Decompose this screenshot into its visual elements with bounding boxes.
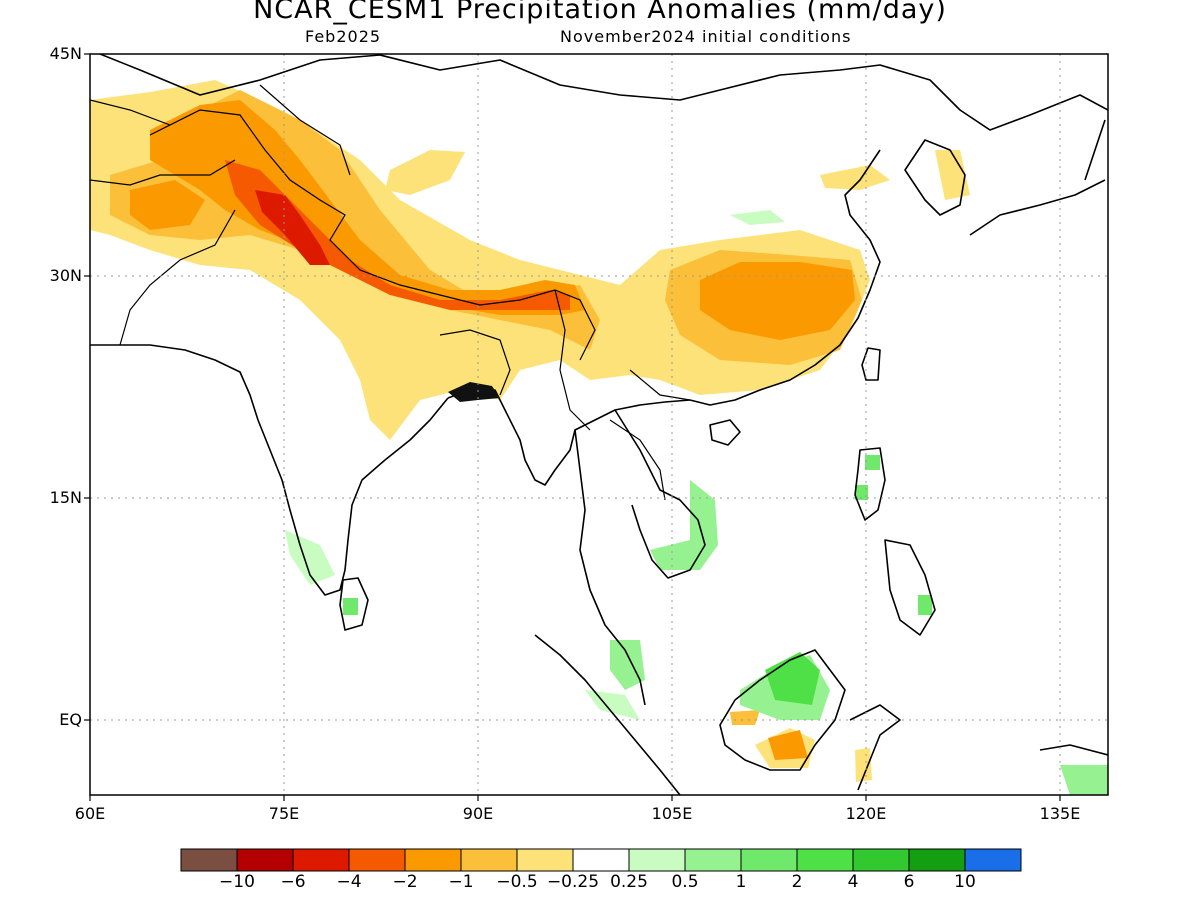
- japan: [969, 119, 1106, 236]
- dry-anomaly-light-korea: [935, 150, 970, 200]
- color-legend-label: 6: [903, 872, 915, 892]
- china-sea-border: [629, 369, 691, 401]
- color-legend-swatch: [572, 848, 630, 872]
- forecast-month: Feb2025: [305, 27, 382, 46]
- initial-conditions-label: November2024 initial conditions: [560, 27, 852, 46]
- color-legend-swatch: [628, 848, 686, 872]
- sumatra: [534, 634, 681, 795]
- dry-anomaly-moderate-kali: [730, 710, 760, 725]
- india-coastline: [90, 344, 449, 596]
- color-legend-swatch: [404, 848, 462, 872]
- color-legend-swatch: [292, 848, 350, 872]
- lat-label-eq: EQ: [59, 710, 82, 729]
- lon-label-75e: 75E: [268, 804, 300, 823]
- color-legend-swatch: [908, 848, 966, 872]
- color-legend-label: 1: [735, 872, 747, 892]
- color-legend-swatch: [964, 848, 1022, 872]
- philippines-south: [884, 539, 936, 636]
- lon-label-135e: 135E: [1039, 804, 1081, 823]
- wet-anomaly-india: [285, 530, 335, 585]
- color-legend-label: 2: [791, 872, 803, 892]
- color-legend-swatch: [236, 848, 294, 872]
- pakistan-border: [90, 159, 236, 346]
- color-legend-label: −10: [219, 872, 255, 892]
- wet-anomaly-srilanka: [343, 598, 358, 615]
- dry-anomaly-strong-kali: [768, 730, 808, 760]
- china-north-border: [97, 54, 1108, 131]
- wet-anomaly-malay: [610, 640, 645, 690]
- dry-anomaly-light-sul: [855, 748, 872, 782]
- coastlines: [90, 54, 1108, 795]
- dry-anomaly-extreme: [255, 190, 330, 265]
- bangladesh-border: [439, 329, 511, 396]
- dry-anomaly-strong-himalaya: [150, 100, 585, 315]
- bay-of-bengal-east: [447, 149, 881, 486]
- lon-label-60e: 60E: [74, 804, 106, 823]
- dry-anomaly-light-ne: [820, 165, 890, 190]
- sulawesi: [849, 704, 901, 791]
- wet-anomaly-sumatra: [585, 690, 640, 720]
- dry-anomaly-strong-china: [700, 262, 855, 340]
- color-legend-label: −2: [392, 872, 418, 892]
- color-legend-swatch: [348, 848, 406, 872]
- color-legend: [180, 848, 1022, 872]
- taiwan: [861, 347, 881, 381]
- color-legend-swatch: [796, 848, 854, 872]
- lat-label-15n: 15N: [49, 488, 82, 507]
- himalaya-border: [149, 109, 596, 361]
- newguinea: [1039, 744, 1108, 756]
- dry-anomaly-strong: [130, 180, 205, 230]
- color-legend-label: 0.5: [671, 872, 699, 892]
- lon-label-90e: 90E: [462, 804, 494, 823]
- color-legend-swatch: [180, 848, 238, 872]
- country-borders: [90, 84, 691, 501]
- myanmar-border: [554, 289, 591, 431]
- tick-marks: [84, 53, 1061, 801]
- color-legend-swatch: [852, 848, 910, 872]
- wet-anomaly-philippines-2: [855, 485, 868, 500]
- color-legend-label: −6: [280, 872, 306, 892]
- color-legend-swatch: [516, 848, 574, 872]
- lat-label-45n: 45N: [49, 44, 82, 63]
- anomaly-shading: [90, 80, 1108, 795]
- gridlines: [90, 54, 1108, 795]
- wet-anomaly-central: [730, 210, 785, 225]
- plot-frame: [89, 53, 1109, 796]
- color-legend-label: 10: [954, 872, 976, 892]
- wet-anomaly-vietnam: [650, 480, 718, 570]
- lon-label-105e: 105E: [651, 804, 693, 823]
- wet-anomaly-newguinea: [1060, 765, 1108, 795]
- dry-anomaly-light-north: [385, 150, 465, 195]
- color-legend-label: −0.5: [496, 872, 538, 892]
- color-legend-swatch: [684, 848, 742, 872]
- ganges-delta: [448, 382, 500, 402]
- central-asia-border: [90, 84, 351, 176]
- chart-title: NCAR_CESM1 Precipitation Anomalies (mm/d…: [253, 0, 947, 25]
- color-legend-label: −0.25: [546, 872, 600, 892]
- color-legend-swatch: [740, 848, 798, 872]
- lon-label-120e: 120E: [845, 804, 887, 823]
- color-legend-label: 0.25: [610, 872, 648, 892]
- borneo: [719, 649, 846, 771]
- wet-anomaly-borneo: [765, 652, 820, 705]
- laos-border: [609, 419, 666, 501]
- wet-anomaly-philippines: [865, 455, 880, 470]
- wet-anomaly-mindanao: [918, 595, 932, 615]
- color-legend-label: 4: [847, 872, 859, 892]
- color-legend-label: −4: [336, 872, 362, 892]
- srilanka: [339, 577, 369, 631]
- philippines-luzon: [854, 447, 886, 521]
- korea: [904, 139, 966, 216]
- indochina: [574, 409, 706, 706]
- color-legend-swatch: [460, 848, 518, 872]
- hainan: [709, 419, 741, 446]
- color-legend-label: −1: [448, 872, 474, 892]
- lat-label-30n: 30N: [49, 266, 82, 285]
